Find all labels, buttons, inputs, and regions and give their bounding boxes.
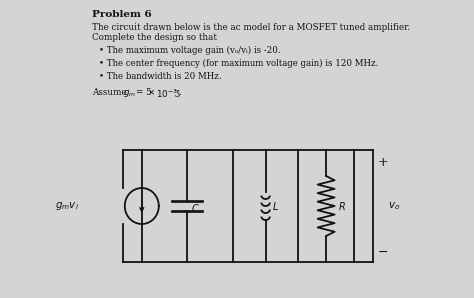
- Text: = 5: = 5: [136, 88, 152, 97]
- Text: $R$: $R$: [338, 200, 346, 212]
- Text: $10^{-3}$: $10^{-3}$: [156, 88, 178, 100]
- Text: • The center frequency (for maximum voltage gain) is 120 MHz.: • The center frequency (for maximum volt…: [99, 59, 379, 68]
- Text: +: +: [378, 156, 389, 168]
- Text: Assume: Assume: [91, 88, 129, 97]
- Text: $C$: $C$: [191, 202, 200, 214]
- Text: • The bandwidth is 20 MHz.: • The bandwidth is 20 MHz.: [99, 72, 222, 81]
- Text: $v_o$: $v_o$: [388, 200, 400, 212]
- Text: Complete the design so that: Complete the design so that: [91, 33, 217, 42]
- Text: ʒ.: ʒ.: [175, 88, 182, 97]
- Text: −: −: [378, 246, 389, 258]
- Text: • The maximum voltage gain (vₒ/vᵢ) is -20.: • The maximum voltage gain (vₒ/vᵢ) is -2…: [99, 46, 281, 55]
- Text: The circuit drawn below is the ac model for a MOSFET tuned amplifier.: The circuit drawn below is the ac model …: [91, 23, 410, 32]
- Text: Problem 6: Problem 6: [91, 10, 151, 19]
- Text: $g_m v_i$: $g_m v_i$: [55, 200, 79, 212]
- Text: $g_m$: $g_m$: [123, 88, 136, 99]
- Text: $\times$: $\times$: [147, 88, 155, 97]
- Text: $L$: $L$: [272, 200, 279, 212]
